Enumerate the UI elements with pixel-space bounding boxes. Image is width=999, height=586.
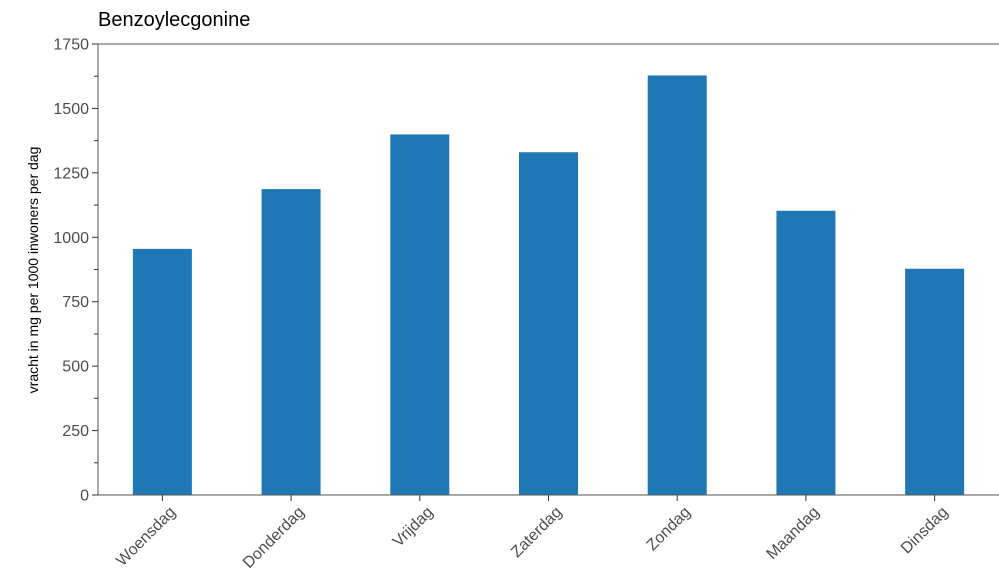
y-tick-label-1250: 1250 — [53, 165, 89, 182]
chart-title: Benzoylecgonine — [98, 9, 250, 31]
x-tick-label-dinsdag: Dinsdag — [898, 504, 952, 558]
x-tick-label-woensdag: Woensdag — [113, 504, 179, 570]
x-tick-label-vrijdag: Vrijdag — [390, 504, 437, 551]
y-tick-label-250: 250 — [62, 423, 89, 440]
y-tick-label-750: 750 — [62, 294, 89, 311]
x-tick-label-maandag: Maandag — [764, 504, 823, 563]
bar-dinsdag — [905, 268, 965, 495]
y-tick-label-500: 500 — [62, 359, 89, 376]
x-tick-label-zaterdag: Zaterdag — [508, 504, 565, 561]
bar-maandag — [776, 210, 836, 495]
bar-zondag — [647, 75, 707, 496]
y-axis-label: vracht in mg per 1000 inwoners per dag — [25, 147, 41, 394]
y-tick-label-0: 0 — [80, 488, 89, 505]
plot-area: 0 250 500 750 1000 1250 1500 1750 Woensdag Donder… — [53, 37, 999, 572]
x-tick-label-zondag: Zondag — [644, 504, 694, 554]
y-tick-label-1500: 1500 — [53, 101, 89, 118]
bar-donderdag — [261, 189, 321, 495]
bar-woensdag — [132, 248, 192, 495]
bar-zaterdag — [519, 152, 578, 496]
x-tick-label-donderdag: Donderdag — [240, 504, 308, 572]
bar-vrijdag — [390, 134, 450, 496]
y-tick-label-1750: 1750 — [53, 37, 89, 54]
y-tick-label-1000: 1000 — [53, 230, 89, 247]
